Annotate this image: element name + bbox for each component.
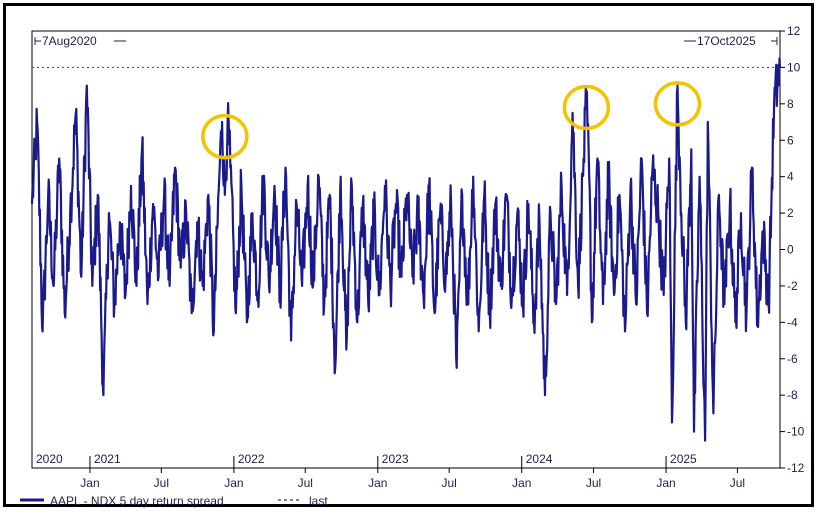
y-tick-label: 12 <box>787 24 801 38</box>
highlight-circle <box>653 81 702 127</box>
end-date-label: 17Oct2025 <box>697 34 756 48</box>
chart: 7Aug2020 17Oct2025 12 10 8 6 4 2 0 -2 -4 -6 -8 -10 -… <box>20 24 805 508</box>
x-year-label: 2025 <box>670 452 697 466</box>
x-year-label: 2024 <box>526 452 553 466</box>
y-tick-label: 2 <box>787 206 794 220</box>
x-month-label: Jan <box>80 476 99 490</box>
top-labels: 7Aug2020 17Oct2025 <box>34 34 778 48</box>
y-tick-label: 0 <box>787 243 794 257</box>
x-month-label: Jan <box>368 476 387 490</box>
x-year-label: 2022 <box>238 452 265 466</box>
start-date-label: 7Aug2020 <box>42 34 97 48</box>
highlight-circle <box>201 113 249 160</box>
x-month-label: Jan <box>656 476 675 490</box>
x-year-label: 2021 <box>94 452 121 466</box>
chart-frame: 7Aug2020 17Oct2025 12 10 8 6 4 2 0 -2 -4 -6 -8 -10 -… <box>3 3 814 508</box>
x-axis: Jan Jul Jan Jul Jan Jul Jan Jul Jan Jul 2020 2021 20… <box>31 452 745 490</box>
legend-label-series: AAPL - NDX 5 day return spread <box>50 494 224 508</box>
legend-label-last: last <box>309 494 328 508</box>
y-tick-label: -2 <box>787 279 798 293</box>
legend: AAPL - NDX 5 day return spread last <box>20 494 328 508</box>
y-tick-label: 6 <box>787 133 794 147</box>
x-month-label: Jan <box>224 476 243 490</box>
annotation-layer <box>201 81 702 160</box>
x-year-label: 2023 <box>382 452 409 466</box>
x-month-label: Jul <box>442 476 457 490</box>
y-tick-label: -8 <box>787 388 798 402</box>
y-tick-label: 10 <box>787 60 801 74</box>
x-month-label: Jul <box>586 476 601 490</box>
y-tick-label: -4 <box>787 315 798 329</box>
x-month-label: Jan <box>512 476 531 490</box>
y-tick-label: -12 <box>787 461 805 475</box>
x-month-label: Jul <box>154 476 169 490</box>
y-tick-label: 4 <box>787 170 794 184</box>
x-month-label: Jul <box>298 476 313 490</box>
series-layer <box>30 57 782 442</box>
x-year-label: 2020 <box>36 452 63 466</box>
x-month-label: Jul <box>730 476 745 490</box>
highlight-circle <box>562 84 611 131</box>
y-tick-label: -6 <box>787 352 798 366</box>
y-axis: 12 10 8 6 4 2 0 -2 -4 -6 -8 -10 -12 <box>780 24 805 475</box>
y-tick-label: 8 <box>787 97 794 111</box>
y-tick-label: -10 <box>787 425 805 439</box>
series-line <box>30 57 782 442</box>
